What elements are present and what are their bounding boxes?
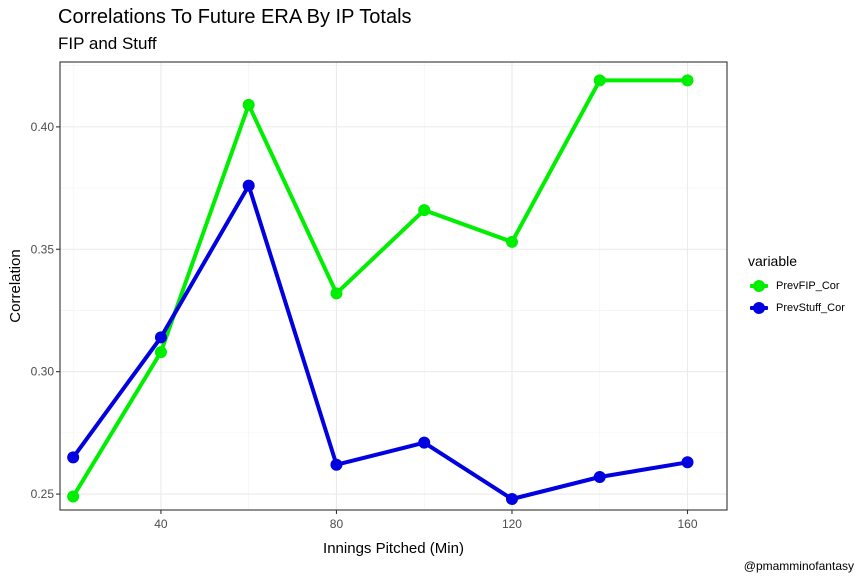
y-tick-label: 0.25	[31, 487, 55, 501]
chart-title: Correlations To Future ERA By IP Totals	[58, 6, 412, 28]
data-point-0-7	[681, 74, 694, 87]
y-tick-label: 0.35	[31, 242, 55, 256]
data-point-1-1	[154, 331, 167, 344]
chart-subtitle: FIP and Stuff	[58, 34, 157, 53]
data-point-1-2	[242, 179, 255, 192]
data-point-1-7	[681, 456, 694, 469]
data-point-0-0	[67, 490, 80, 503]
legend-label-prevstuff: PrevStuff_Cor	[776, 302, 845, 314]
y-axis-title: Correlation	[7, 249, 24, 322]
legend-label-prevfip: PrevFIP_Cor	[776, 280, 840, 292]
y-tick-label: 0.30	[31, 365, 55, 379]
x-tick-label: 120	[502, 517, 522, 531]
x-tick-label: 80	[330, 517, 344, 531]
legend-title: variable	[748, 253, 798, 269]
data-point-0-1	[154, 346, 167, 359]
x-axis-title: Innings Pitched (Min)	[323, 540, 464, 557]
legend: variable PrevFIP_Cor PrevStuff_Cor	[748, 253, 845, 319]
data-point-0-5	[505, 235, 518, 248]
data-point-1-5	[505, 492, 518, 505]
legend-key-prevfip	[748, 275, 770, 297]
caption: @pmamminofantasy	[743, 559, 854, 573]
data-point-1-0	[67, 451, 80, 464]
data-point-0-2	[242, 98, 255, 111]
x-tick-label: 40	[154, 517, 168, 531]
legend-item-prevstuff: PrevStuff_Cor	[748, 297, 845, 319]
x-tick-label: 160	[677, 517, 697, 531]
legend-key-prevstuff	[748, 297, 770, 319]
plot-panel	[60, 62, 727, 510]
data-point-1-4	[418, 436, 431, 449]
series-line-1	[71, 183, 690, 501]
data-point-0-3	[330, 287, 343, 300]
data-point-0-4	[418, 204, 431, 217]
data-point-0-6	[593, 74, 606, 87]
plot-border	[59, 61, 728, 511]
y-tick-label: 0.40	[31, 120, 55, 134]
data-point-1-6	[593, 470, 606, 483]
data-point-1-3	[330, 458, 343, 471]
legend-item-prevfip: PrevFIP_Cor	[748, 275, 845, 297]
